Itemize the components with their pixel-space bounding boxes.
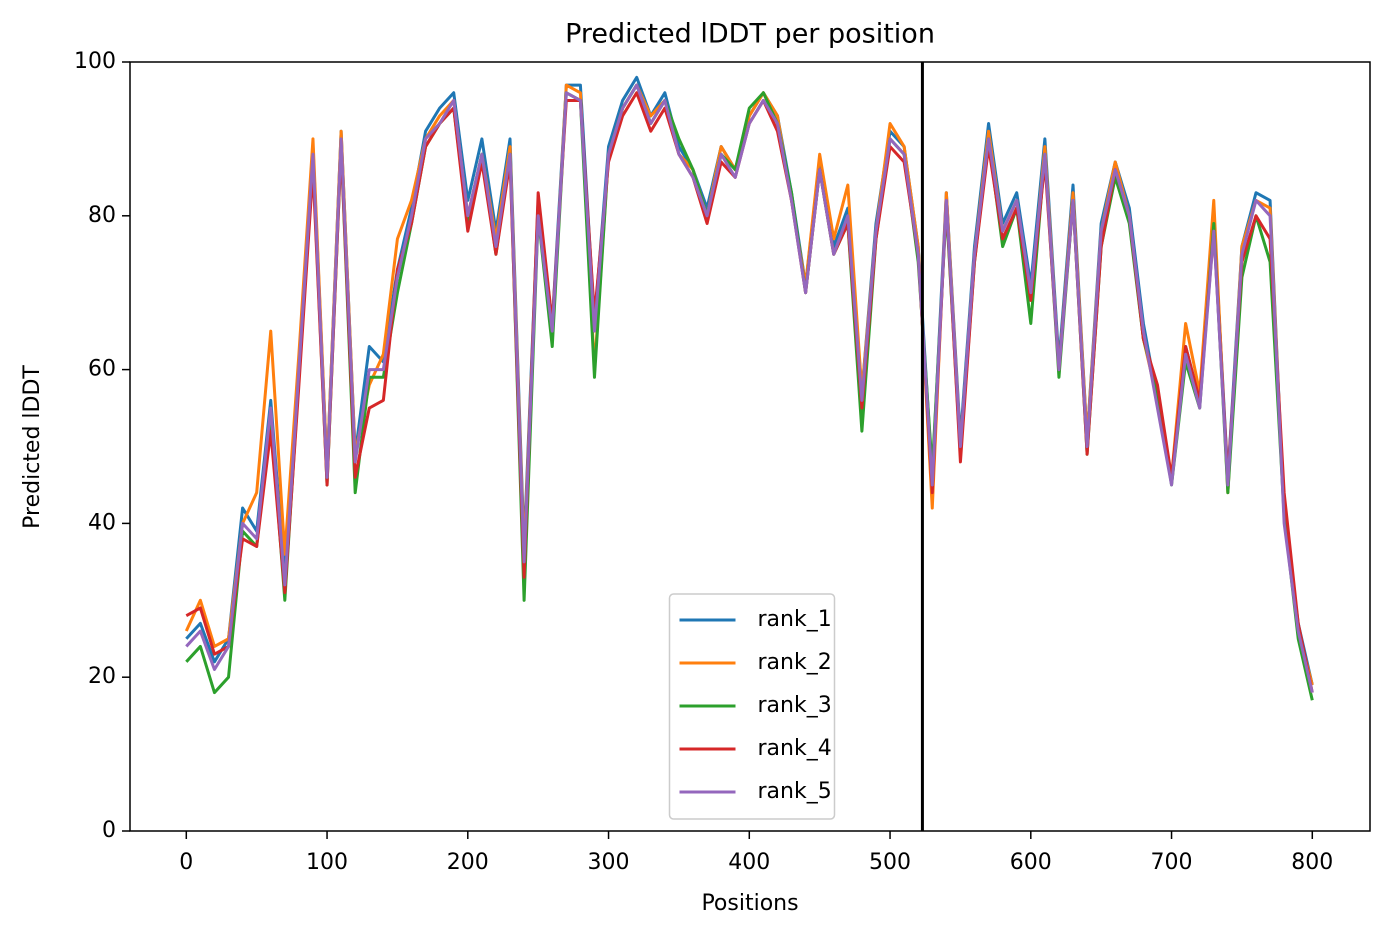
x-tick-label: 0	[179, 850, 193, 875]
x-tick-label: 700	[1151, 850, 1193, 875]
line-series	[185, 83, 1314, 693]
x-tick-label: 300	[588, 850, 630, 875]
y-tick-label: 60	[88, 357, 116, 382]
line-series	[185, 83, 1314, 701]
y-tick-label: 0	[102, 818, 116, 843]
x-tick-label: 400	[728, 850, 770, 875]
x-axis-label: Positions	[701, 891, 798, 916]
x-tick-label: 800	[1291, 850, 1333, 875]
y-tick-label: 80	[88, 203, 116, 228]
y-axis-label: Predicted lDDT	[20, 365, 45, 529]
x-tick-label: 100	[306, 850, 348, 875]
x-tick-label: 600	[1010, 850, 1052, 875]
legend-label: rank_1	[758, 607, 832, 632]
plot-frame	[129, 61, 1371, 832]
x-tick-label: 200	[447, 850, 489, 875]
legend-label: rank_5	[758, 779, 832, 804]
x-tick-label: 500	[869, 850, 911, 875]
legend-label: rank_3	[758, 693, 832, 718]
legend-label: rank_4	[758, 736, 832, 761]
y-tick-label: 100	[74, 49, 116, 74]
y-tick-label: 20	[88, 664, 116, 689]
legend-box	[668, 593, 836, 820]
chart-title: Predicted lDDT per position	[565, 19, 935, 50]
y-tick-label: 40	[88, 510, 116, 535]
legend-label: rank_2	[758, 650, 832, 675]
